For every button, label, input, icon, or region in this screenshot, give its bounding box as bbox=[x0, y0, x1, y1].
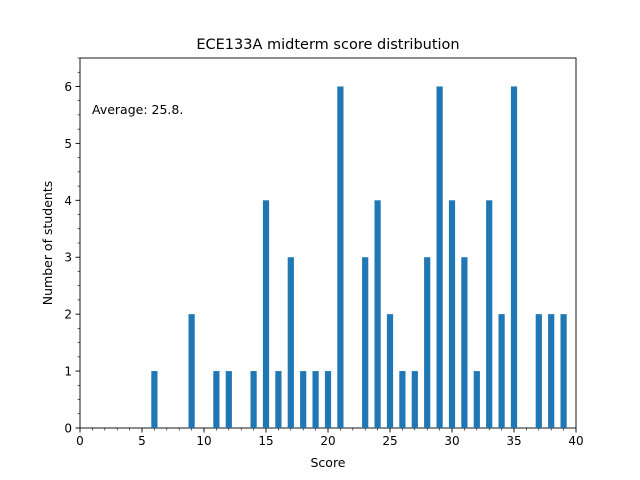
x-axis-ticks: 0 5 10 15 20 25 30 35 40 bbox=[76, 428, 584, 448]
x-tick-label: 5 bbox=[138, 434, 146, 448]
x-axis-label: Score bbox=[310, 455, 345, 470]
bar-score-31 bbox=[461, 257, 468, 428]
bar-score-9 bbox=[188, 314, 195, 428]
bar-score-37 bbox=[535, 314, 542, 428]
bar-score-33 bbox=[486, 200, 493, 428]
bar-score-34 bbox=[498, 314, 505, 428]
x-tick-label: 30 bbox=[444, 434, 459, 448]
bar-score-38 bbox=[548, 314, 555, 428]
x-tick-label: 40 bbox=[568, 434, 583, 448]
bar-score-12 bbox=[225, 371, 232, 428]
bar-score-29 bbox=[436, 86, 443, 429]
y-tick-label: 1 bbox=[64, 365, 72, 379]
x-tick-label: 15 bbox=[258, 434, 273, 448]
x-tick-label: 25 bbox=[382, 434, 397, 448]
bar-score-21 bbox=[337, 86, 344, 429]
bar-score-28 bbox=[424, 257, 431, 428]
bar-score-11 bbox=[213, 371, 220, 428]
bar-score-16 bbox=[275, 371, 282, 428]
y-tick-label: 4 bbox=[64, 194, 72, 208]
bar-score-35 bbox=[510, 86, 518, 429]
y-axis-label: Number of students bbox=[40, 181, 55, 306]
y-tick-label: 6 bbox=[64, 80, 72, 94]
bar-score-25 bbox=[386, 314, 394, 428]
bar-score-26 bbox=[399, 371, 406, 428]
bars bbox=[151, 86, 567, 429]
x-tick-label: 35 bbox=[506, 434, 521, 448]
y-tick-label: 3 bbox=[64, 251, 72, 265]
bar-score-23 bbox=[362, 257, 369, 428]
x-tick-label: 20 bbox=[320, 434, 335, 448]
chart-title: ECE133A midterm score distribution bbox=[196, 37, 459, 53]
bar-score-30 bbox=[448, 200, 456, 428]
y-tick-label: 2 bbox=[64, 308, 72, 322]
bar-score-6 bbox=[151, 371, 158, 428]
bar-score-24 bbox=[374, 200, 381, 428]
y-tick-label: 5 bbox=[64, 137, 72, 151]
y-axis-ticks: 0 1 2 3 4 5 6 bbox=[64, 57, 80, 436]
x-tick-label: 0 bbox=[76, 434, 84, 448]
bar-score-14 bbox=[250, 371, 257, 428]
bar-score-32 bbox=[473, 371, 480, 428]
bar-score-17 bbox=[287, 257, 294, 428]
average-annotation: Average: 25.8. bbox=[92, 102, 183, 117]
bar-score-20 bbox=[324, 371, 332, 428]
bar-score-19 bbox=[312, 371, 319, 428]
y-tick-label: 0 bbox=[64, 422, 72, 436]
x-tick-label: 10 bbox=[196, 434, 211, 448]
bar-score-27 bbox=[411, 371, 418, 428]
bar-score-15 bbox=[262, 200, 270, 428]
bar-score-18 bbox=[300, 371, 307, 428]
bar-score-39 bbox=[560, 314, 567, 428]
